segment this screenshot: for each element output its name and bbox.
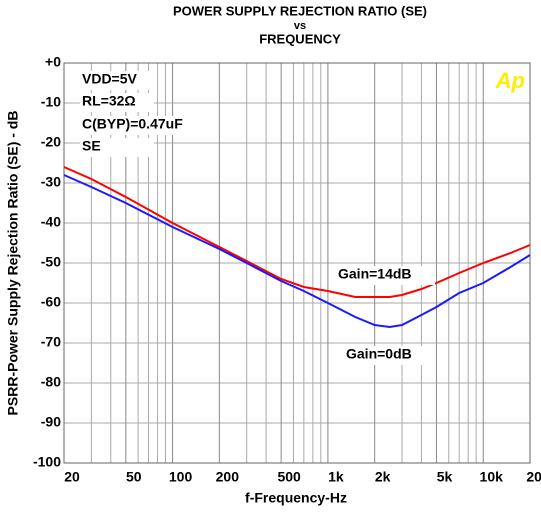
y-tick-label: +0 (45, 54, 61, 70)
x-tick-label: 50 (126, 469, 142, 485)
annotation-bg (343, 346, 435, 365)
y-tick-label: -60 (41, 294, 61, 310)
condition-bg (80, 138, 154, 157)
y-tick-label: -80 (41, 374, 61, 390)
logo: Ap (495, 68, 525, 93)
y-tick-label: -100 (33, 454, 61, 470)
x-tick-label: 100 (169, 469, 193, 485)
x-tick-label: 20 (64, 469, 80, 485)
x-tick-label: 1k (328, 469, 344, 485)
y-tick-label: -70 (41, 334, 61, 350)
x-tick-label: 10k (480, 469, 504, 485)
x-tick-label: 20k (526, 469, 541, 485)
y-axis-label: PSRR-Power Supply Rejection Ratio (SE) -… (5, 111, 21, 416)
y-tick-label: -50 (41, 254, 61, 270)
x-axis-label: f-Frequency-Hz (245, 490, 347, 506)
x-tick-label: 2k (375, 469, 391, 485)
x-tick-label: 500 (277, 469, 301, 485)
line-series (63, 166, 531, 298)
chart-title: vs (294, 20, 306, 32)
annotation: Gain=0dB (346, 346, 412, 362)
annotation-bg (335, 266, 435, 285)
x-tick-label: 5k (437, 469, 453, 485)
y-tick-label: -90 (41, 414, 61, 430)
plot-border (63, 62, 531, 464)
condition-bg (80, 93, 154, 112)
x-tick-label: 200 (216, 469, 240, 485)
y-tick-label: -30 (41, 174, 61, 190)
condition-label: SE (82, 138, 101, 154)
chart-title: FREQUENCY (259, 31, 341, 46)
condition-label: C(BYP)=0.47uF (82, 116, 183, 132)
y-tick-label: -20 (41, 134, 61, 150)
condition-label: RL=32Ω (82, 93, 136, 109)
line-series (63, 174, 531, 329)
annotation: Gain=14dB (338, 266, 412, 282)
y-tick-label: -40 (41, 214, 61, 230)
condition-label: VDD=5V (82, 71, 138, 87)
y-tick-label: -10 (41, 94, 61, 110)
chart-title: POWER SUPPLY REJECTION RATIO (SE) (173, 3, 427, 18)
condition-bg (80, 116, 196, 135)
condition-bg (80, 71, 154, 90)
